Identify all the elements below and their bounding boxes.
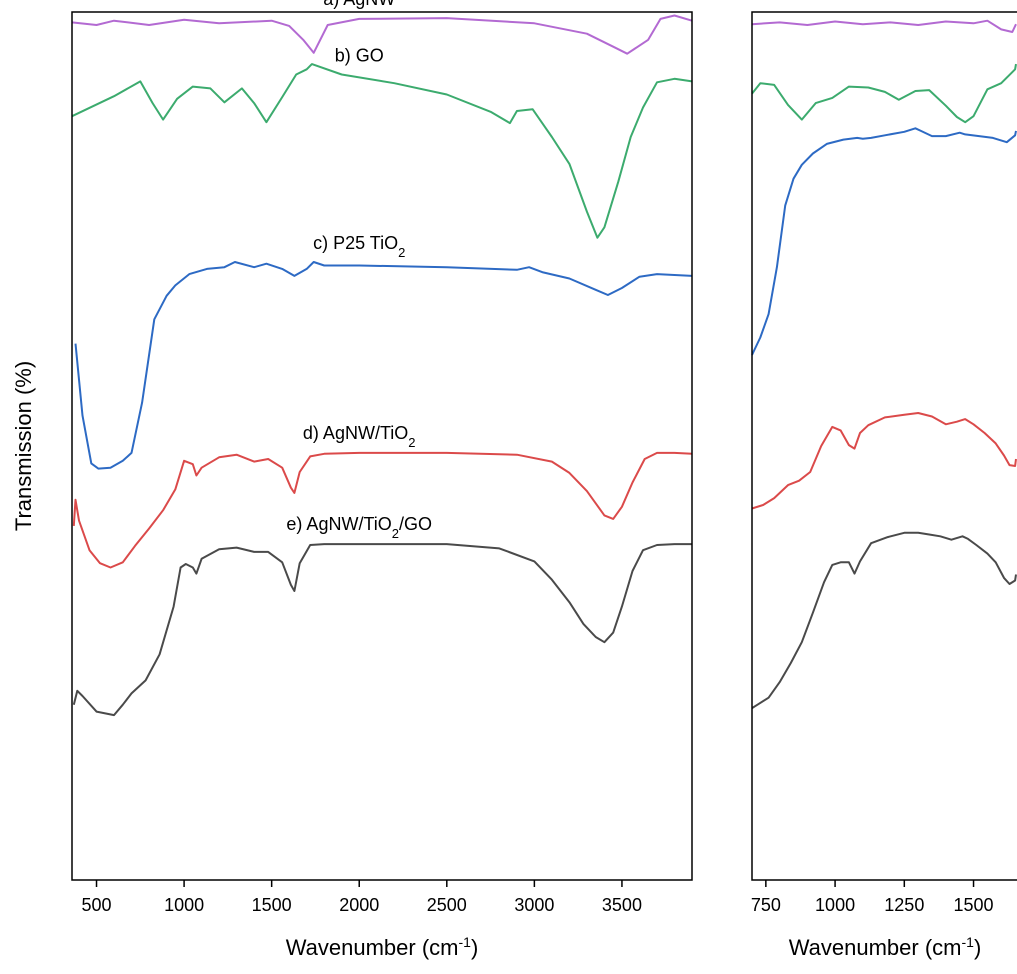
right-series-line-4 <box>751 412 1017 510</box>
left-x-axis-title: Wavenumber (cm-1) <box>286 934 479 960</box>
left-series-line-5 <box>72 543 692 717</box>
right-series-group <box>751 19 1017 709</box>
right-x-ticks: 750 1000 1250 1500 <box>751 880 994 915</box>
left-trace-labels: a) AgNW b) GO c) P25 TiO2 d) AgNW/TiO2 e) Ag… <box>286 0 432 541</box>
right-series-line-1 <box>751 19 1017 33</box>
left-x-tick-label: 1000 <box>164 895 204 915</box>
trace-label-5: e) AgNW/TiO2/GO <box>286 514 432 541</box>
right-series-line-2 <box>751 63 1017 124</box>
right-x-tick-label: 1000 <box>815 895 855 915</box>
left-series-line-3 <box>74 261 693 470</box>
left-x-tick-label: 1500 <box>252 895 292 915</box>
left-series-group <box>71 14 693 717</box>
left-x-tick-label: 3500 <box>602 895 642 915</box>
left-x-tick-label: 500 <box>81 895 111 915</box>
left-series-line-1 <box>71 14 693 55</box>
trace-label-2: b) GO <box>335 45 384 65</box>
left-panel: a) AgNW b) GO c) P25 TiO2 d) AgNW/TiO2 e) Ag… <box>11 0 693 960</box>
right-x-tick-label: 750 <box>751 895 781 915</box>
right-series-line-3 <box>751 127 1017 356</box>
trace-label-4: d) AgNW/TiO2 <box>303 423 416 450</box>
right-x-tick-label: 1500 <box>954 895 994 915</box>
left-x-ticks: 500 1000 1500 2000 2500 3000 3500 <box>81 880 642 915</box>
left-y-axis-title: Transmission (%) <box>11 361 36 531</box>
right-x-tick-label: 1250 <box>884 895 924 915</box>
left-x-tick-label: 3000 <box>514 895 554 915</box>
trace-label-3: c) P25 TiO2 <box>313 233 405 259</box>
left-series-line-2 <box>71 63 693 239</box>
left-plot-frame <box>71 11 693 881</box>
left-series-line-4 <box>72 451 693 569</box>
left-x-tick-label: 2500 <box>427 895 467 915</box>
right-series-line-5 <box>751 531 1017 709</box>
right-plot-frame <box>751 11 1017 881</box>
right-x-axis-title: Wavenumber (cm-1) <box>789 934 982 960</box>
trace-label-1: a) AgNW <box>323 0 395 9</box>
right-panel: 750 1000 1250 1500 Wavenumber (cm-1) <box>751 11 1017 960</box>
left-x-tick-label: 2000 <box>339 895 379 915</box>
